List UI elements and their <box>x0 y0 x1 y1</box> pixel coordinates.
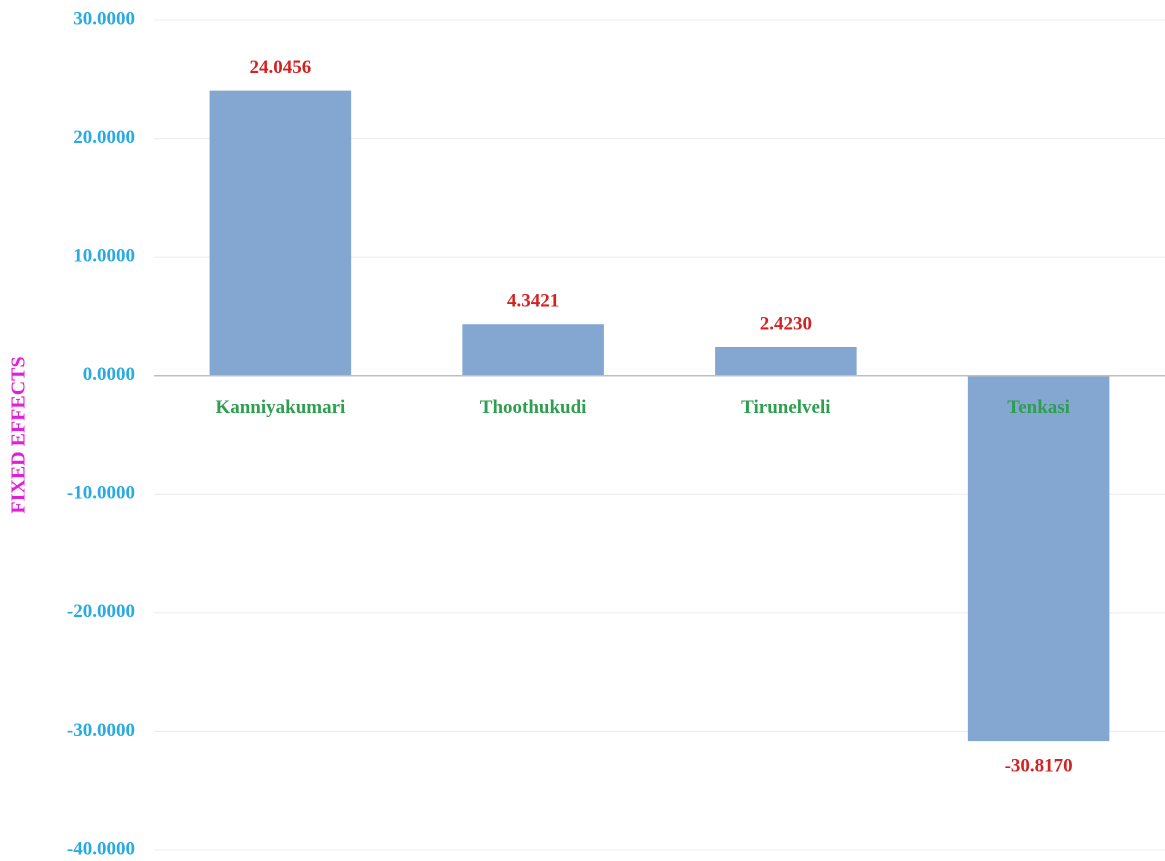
data-label: 2.4230 <box>760 313 812 334</box>
y-tick-label: 20.0000 <box>73 127 135 148</box>
bar <box>462 324 604 376</box>
x-tick-label: Kanniyakumari <box>215 397 345 418</box>
y-tick-label: -40.0000 <box>67 838 135 859</box>
y-tick-label: -20.0000 <box>67 601 135 622</box>
bar <box>715 346 857 376</box>
y-tick-label: -30.0000 <box>67 720 135 741</box>
data-label: -30.8170 <box>1005 755 1073 776</box>
y-tick-label: 10.0000 <box>73 246 135 267</box>
y-axis-label: FIXED EFFECTS <box>8 356 30 513</box>
x-tick-label: Thoothukudi <box>480 397 587 418</box>
y-tick-label: 0.0000 <box>83 364 135 385</box>
data-label: 24.0456 <box>250 57 312 78</box>
x-tick-label: Tenkasi <box>1007 397 1070 418</box>
bar <box>967 375 1110 742</box>
bar <box>209 90 352 376</box>
data-label: 4.3421 <box>507 291 559 312</box>
y-tick-label: -10.0000 <box>67 483 135 504</box>
x-tick-label: Tirunelveli <box>741 397 830 418</box>
y-tick-label: 30.0000 <box>73 8 135 29</box>
